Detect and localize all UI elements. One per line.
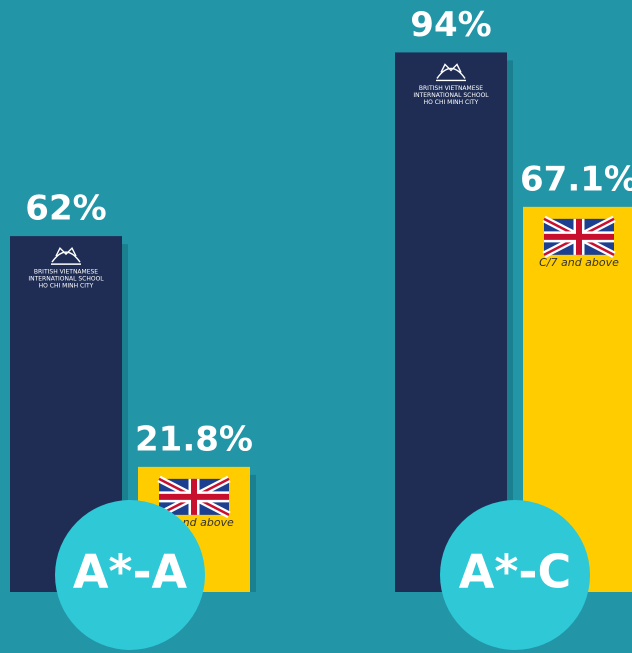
logo-text: INTERNATIONAL SCHOOL	[28, 276, 104, 283]
uk-flag	[157, 475, 231, 518]
logo-text: INTERNATIONAL SCHOOL	[413, 92, 489, 99]
category-label: A*-C	[459, 545, 572, 599]
logo-text: BRITISH VIETNAMESE	[419, 85, 483, 92]
value-label: 94%	[410, 5, 491, 45]
logo-text: HO CHI MINH CITY	[39, 283, 94, 290]
value-label: 62%	[25, 189, 106, 229]
bar-label: C/7 and above	[539, 256, 619, 269]
value-label: 67.1%	[520, 159, 632, 199]
logo-text: HO CHI MINH CITY	[424, 99, 479, 106]
logo-text: BRITISH VIETNAMESE	[34, 269, 98, 276]
flag-cross-red	[544, 218, 614, 255]
bar	[395, 52, 507, 592]
value-label: 21.8%	[135, 419, 253, 459]
logo-crown	[51, 246, 81, 265]
category-badge	[55, 500, 205, 650]
flag-cross-red	[159, 478, 229, 515]
uk-flag	[542, 215, 616, 258]
category-label: A*-A	[73, 545, 188, 599]
logo-crown	[436, 63, 466, 82]
category-badge	[440, 500, 590, 650]
